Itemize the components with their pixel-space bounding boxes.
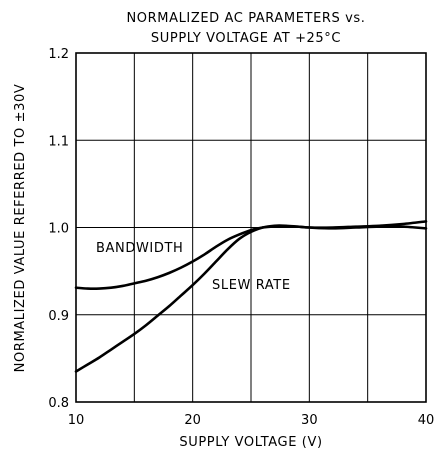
chart-subtitle: SUPPLY VOLTAGE AT +25°C [151, 31, 341, 46]
x-tick-label-40: 40 [418, 413, 435, 428]
y-axis-label: NORMALIZED VALUE REFERRED TO ±30V [13, 84, 28, 373]
chart-title: NORMALIZED AC PARAMETERS vs. [126, 11, 365, 26]
annotation-slew-rate: SLEW RATE [212, 278, 291, 293]
x-tick-label-10: 10 [68, 413, 85, 428]
annotation-bandwidth: BANDWIDTH [96, 241, 183, 256]
x-axis-label: SUPPLY VOLTAGE (V) [179, 435, 322, 450]
x-tick-label-30: 30 [301, 413, 318, 428]
y-tick-label-1-1: 1.1 [48, 134, 69, 149]
tick-layer: 10 20 30 40 0.8 0.9 1.0 1.1 1.2 [48, 47, 434, 428]
y-tick-label-1-2: 1.2 [48, 47, 69, 62]
x-tick-label-20: 20 [184, 413, 201, 428]
y-tick-label-0-8: 0.8 [48, 396, 69, 411]
y-tick-label-0-9: 0.9 [48, 309, 69, 324]
y-tick-label-1: 1.0 [48, 222, 69, 237]
series-line-slew-rate [74, 224, 428, 373]
series-layer [74, 220, 428, 373]
